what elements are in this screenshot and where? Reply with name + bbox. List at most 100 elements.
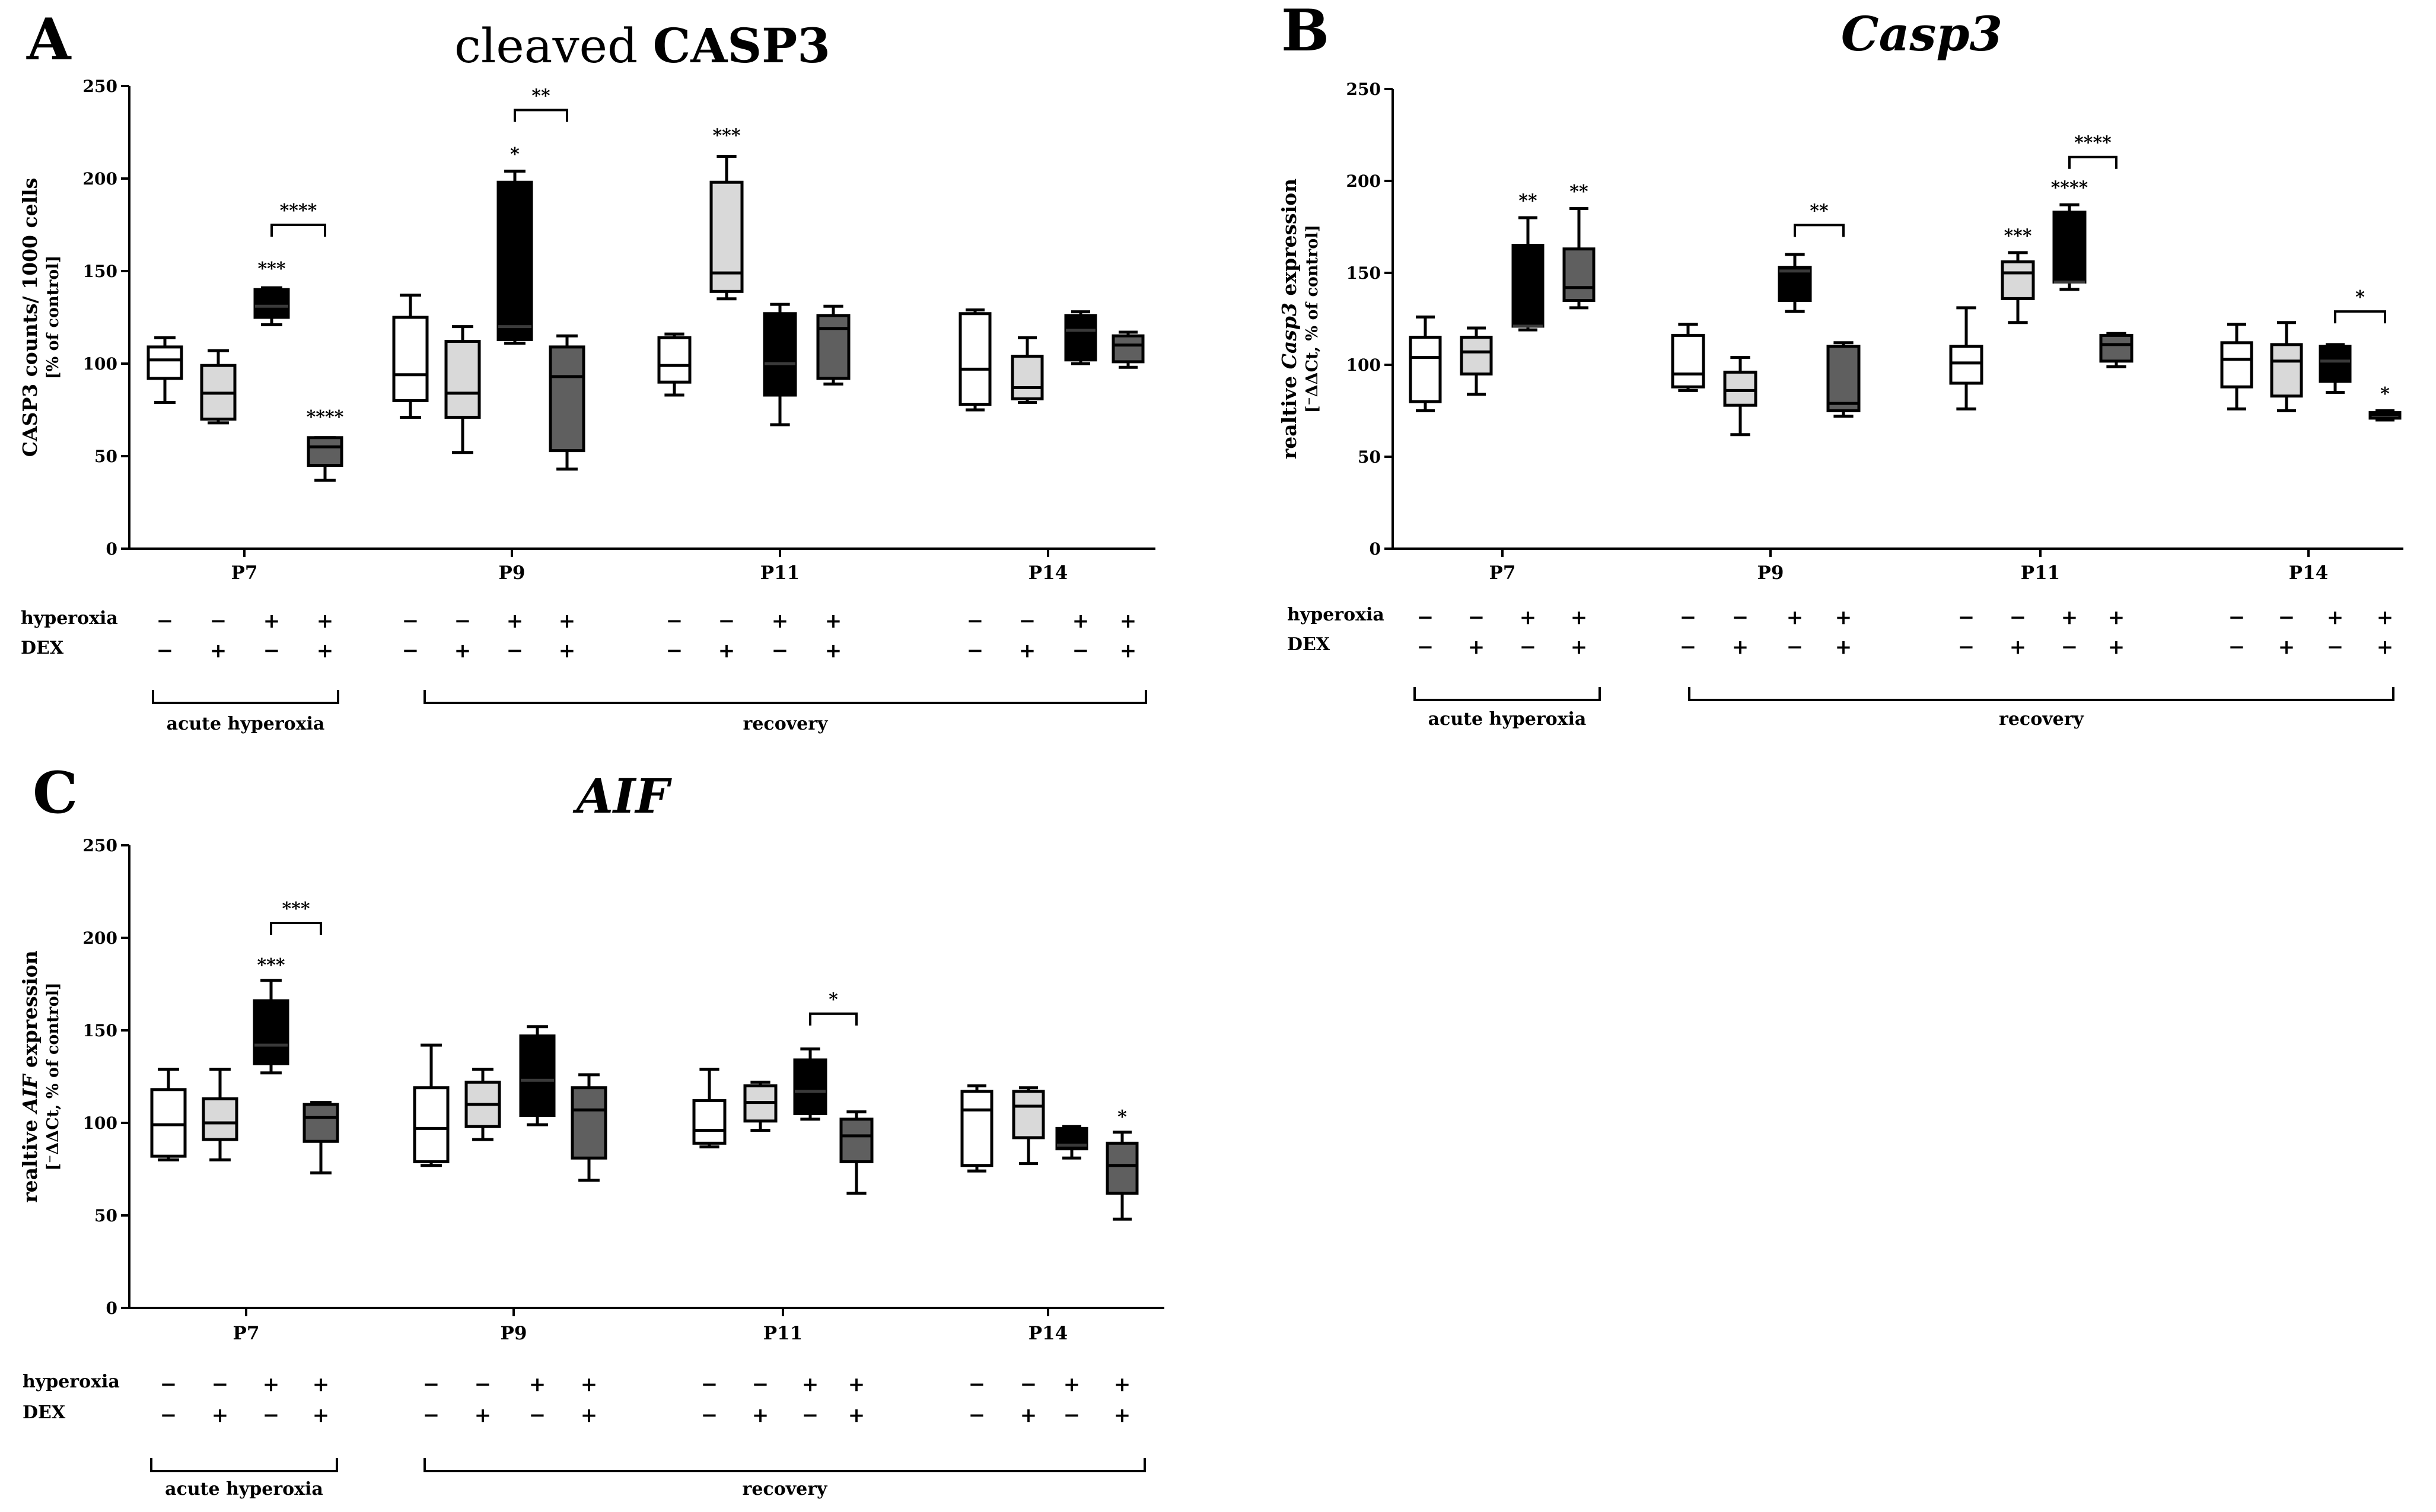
box-plot — [464, 1068, 501, 1141]
dex-sign: − — [2228, 635, 2246, 659]
box-iqr — [1723, 370, 1757, 407]
y-axis-subtitle: [⁻ΔΔCt, % of control] — [1303, 225, 1322, 413]
box-plot — [253, 286, 290, 326]
box-iqr — [2099, 333, 2134, 363]
dex-sign: + — [1120, 639, 1137, 663]
panel-title-emph: CASP3 — [653, 18, 830, 74]
box-plot — [2099, 332, 2134, 368]
box-iqr — [793, 1058, 827, 1115]
box-iqr — [1460, 336, 1493, 375]
dex-sign: + — [454, 639, 472, 663]
y-tick-label: 250 — [83, 836, 117, 855]
panel-title-emph: Casp3 — [1841, 6, 2002, 62]
hyperoxia-sign: − — [1019, 609, 1036, 633]
significance-marker: **** — [2051, 178, 2088, 199]
hyperoxia-sign: + — [1072, 609, 1090, 633]
hyperoxia-sign: − — [1020, 1373, 1037, 1396]
dex-sign: − — [1063, 1403, 1081, 1427]
box-iqr — [444, 340, 481, 419]
x-category-label: P9 — [1757, 562, 1784, 584]
box-iqr — [571, 1086, 607, 1160]
dex-sign: − — [2327, 635, 2344, 659]
dex-sign: − — [423, 1403, 440, 1427]
box-plot — [1826, 341, 1861, 418]
box-iqr — [519, 1034, 556, 1118]
y-axis-title-post: expression — [18, 950, 42, 1074]
dex-sign: + — [2377, 635, 2394, 659]
box-plot — [743, 1080, 778, 1132]
box-plot — [200, 349, 237, 425]
box-plot — [302, 1101, 339, 1174]
y-axis-title: CASP3 counts/ 1000 cells — [18, 178, 42, 457]
hyperoxia-sign: − — [967, 609, 984, 633]
recovery-brace-label: recovery — [743, 714, 829, 734]
dex-sign: − — [1958, 635, 1975, 659]
significance-marker: *** — [257, 259, 285, 279]
dex-sign: − — [157, 639, 174, 663]
box-plot — [709, 155, 744, 301]
panel-c: C AIF 0 50 100 150 200 250 realtive AIF expressi… — [18, 759, 1164, 1500]
dex-label: DEX — [1287, 634, 1330, 655]
dex-sign: + — [1019, 639, 1036, 663]
hyperoxia-sign: + — [802, 1373, 819, 1396]
hyperoxia-sign: + — [1571, 606, 1588, 629]
hyperoxia-sign: − — [1417, 606, 1434, 629]
box-plot — [839, 1110, 874, 1195]
y-axis-title-gene: AIF — [18, 1073, 42, 1115]
dex-sign: + — [1571, 635, 1588, 659]
box-plot — [2052, 203, 2087, 291]
dex-sign: + — [313, 1403, 330, 1427]
acute-hyperoxia-brace — [1413, 687, 1601, 701]
y-tick-label: 150 — [1346, 263, 1381, 283]
box-plot — [147, 336, 183, 405]
significance-marker: * — [2380, 384, 2390, 405]
panel-letter: B — [1281, 0, 1329, 64]
y-tick-label: 0 — [106, 539, 117, 559]
box-iqr — [960, 1090, 993, 1167]
box-iqr — [150, 1088, 187, 1158]
box-plot — [763, 303, 797, 426]
dex-sign: + — [210, 639, 227, 663]
hyperoxia-sign: − — [2278, 606, 2295, 629]
hyperoxia-sign: − — [2228, 606, 2246, 629]
bracket-marker: **** — [2074, 133, 2112, 154]
dex-sign: + — [2108, 635, 2125, 659]
x-category-label: P11 — [760, 562, 800, 584]
box-plot — [413, 1043, 450, 1167]
significance-bracket — [809, 1012, 858, 1026]
hyperoxia-label: hyperoxia — [1287, 604, 1384, 625]
hyperoxia-sign: + — [2327, 606, 2344, 629]
box-iqr — [657, 336, 692, 384]
dex-sign: − — [2061, 635, 2078, 659]
hyperoxia-sign: − — [666, 609, 683, 633]
hyperoxia-sign: + — [1114, 1373, 1131, 1396]
hyperoxia-sign: + — [1120, 609, 1137, 633]
box-iqr — [763, 312, 797, 397]
hyperoxia-sign: − — [752, 1373, 769, 1396]
panel-title-plain: cleaved — [454, 18, 653, 74]
dex-sign: + — [2278, 635, 2295, 659]
panel-title-emph: AIF — [572, 768, 672, 824]
significance-marker: *** — [712, 126, 740, 147]
hyperoxia-sign: + — [825, 609, 842, 633]
dex-sign: + — [2010, 635, 2027, 659]
box-plot — [392, 294, 429, 419]
box-plot — [444, 325, 481, 454]
box-plot — [960, 1084, 993, 1173]
dex-label: DEX — [21, 638, 64, 658]
acute-hyperoxia-brace-label: acute hyperoxia — [165, 1479, 323, 1500]
significance-marker: **** — [307, 407, 344, 428]
box-plot — [2319, 343, 2352, 394]
box-iqr — [1949, 345, 1983, 385]
box-iqr — [692, 1099, 727, 1145]
recovery-brace-label: recovery — [743, 1479, 828, 1500]
hyperoxia-sign: + — [507, 609, 524, 633]
hyperoxia-sign: + — [559, 609, 576, 633]
significance-marker: *** — [257, 955, 285, 976]
box-iqr — [839, 1118, 874, 1164]
box-plot — [1949, 306, 1983, 410]
box-iqr — [2220, 341, 2253, 389]
significance-marker: ** — [1569, 182, 1588, 202]
dex-sign: + — [1114, 1403, 1131, 1427]
hyperoxia-label: hyperoxia — [23, 1371, 120, 1392]
